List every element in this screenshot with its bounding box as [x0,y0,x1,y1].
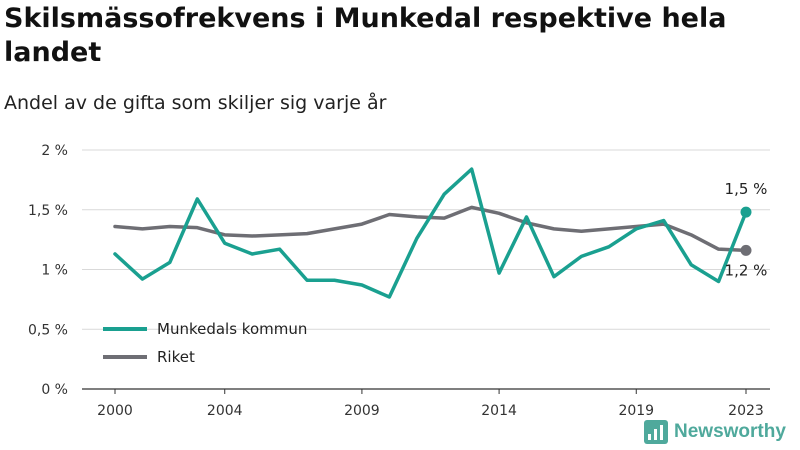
x-tick-label: 2009 [344,403,380,419]
series-line [113,167,748,299]
x-tick-label: 2004 [207,403,243,419]
y-tick-label: 1 % [41,263,68,279]
x-tick-label: 2014 [481,403,517,419]
x-tick-label: 2023 [728,403,764,419]
legend-label: Munkedals kommun [157,320,307,338]
x-tick-label: 2019 [618,403,654,419]
series-end-point [740,244,752,256]
series-end-label: 1,5 % [725,180,768,198]
y-tick-label: 0,5 % [28,322,68,338]
series-end-point [740,206,752,218]
newsworthy-logo-icon [644,420,668,444]
chart-title: Skilsmässofrekvens i Munkedal respektive… [4,3,727,68]
brand-name: Newsworthy [674,421,786,442]
newsworthy-logo: Newsworthy [644,420,786,444]
chart-subtitle: Andel av de gifta som skiljer sig varje … [4,92,387,114]
series-end-label: 1,2 % [725,261,768,279]
y-tick-label: 2 % [41,143,68,159]
y-tick-label: 0 % [41,382,68,398]
legend-label: Riket [157,348,195,366]
y-tick-label: 1,5 % [28,203,68,219]
x-tick-label: 2000 [97,403,133,419]
